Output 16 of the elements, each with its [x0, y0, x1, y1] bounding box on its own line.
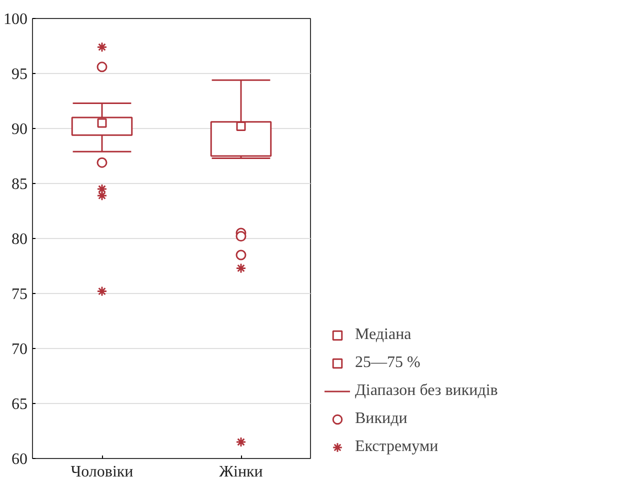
text: Діапазон без викидів: [355, 382, 498, 400]
y-tick-label: 80: [12, 231, 28, 248]
y-tick-label: 70: [12, 341, 28, 358]
y-tick-label: 95: [12, 66, 28, 83]
y-tick-label: 90: [12, 121, 28, 138]
y-tick-label: 100: [4, 11, 28, 28]
x-tick-label: Жінки: [219, 464, 264, 480]
text: 25—75 %: [355, 354, 420, 372]
text: Медіана: [355, 326, 412, 344]
y-tick-label: 60: [12, 451, 28, 468]
x-tick-label: Чоловіки: [70, 464, 134, 480]
y-tick-label: 85: [12, 176, 28, 193]
y-tick-label: 65: [12, 396, 28, 413]
legend-label: Викиди: [355, 410, 408, 428]
legend-label: Екстремуми: [355, 438, 438, 456]
y-tick-label: 75: [12, 286, 28, 303]
